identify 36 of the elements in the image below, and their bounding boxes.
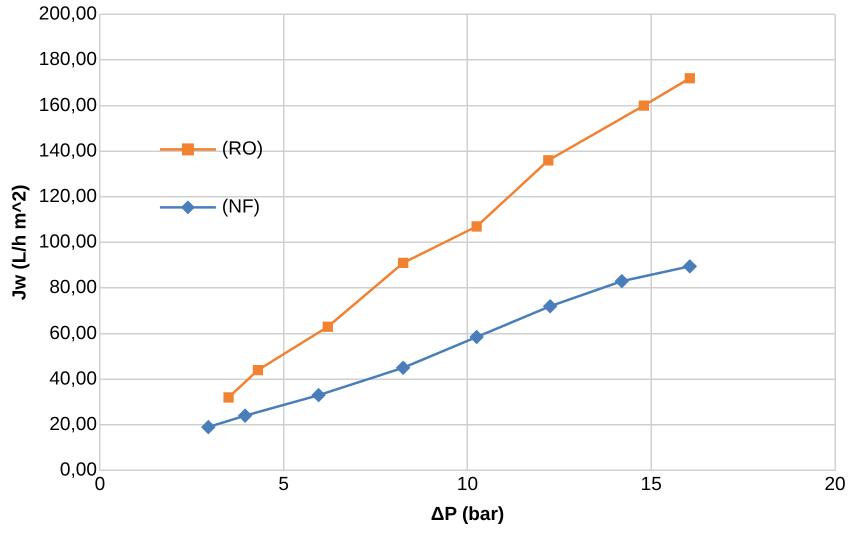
y-tick-label: 120,00 — [38, 186, 97, 208]
point — [398, 258, 408, 268]
y-tick-label: 0,00 — [60, 460, 97, 481]
point — [470, 330, 484, 344]
point — [322, 322, 333, 332]
point — [396, 361, 410, 375]
y-tick-label: 160,00 — [38, 94, 97, 116]
legend-label: (RO) — [222, 138, 264, 160]
point — [615, 274, 629, 288]
x-tick-label: 10 — [456, 474, 478, 496]
y-tick-label: 20,00 — [49, 414, 97, 436]
point — [252, 364, 264, 376]
y-tick-label: 140,00 — [38, 140, 97, 162]
point — [543, 299, 557, 313]
y-tick-label: 180,00 — [38, 49, 97, 70]
point — [223, 392, 234, 403]
y-tick-label: 100,00 — [38, 232, 97, 253]
x-tick-label: 0 — [94, 474, 106, 496]
point — [684, 73, 695, 84]
legend-label: (NF) — [222, 196, 260, 218]
y-tick-label: 60,00 — [49, 322, 97, 344]
point — [472, 221, 482, 232]
y-tick-label: 40,00 — [49, 368, 97, 390]
point — [638, 100, 650, 111]
point — [543, 155, 554, 166]
y-axis-title: Jw (L/h m^2) — [10, 184, 31, 300]
y-tick-label: 80,00 — [49, 277, 97, 298]
x-tick-label: 15 — [640, 474, 662, 496]
point — [312, 388, 326, 402]
point — [202, 420, 216, 434]
x-tick-label: 5 — [278, 474, 289, 496]
y-tick-label: 200,00 — [38, 4, 97, 25]
x-axis-title: ΔP (bar) — [430, 504, 504, 525]
x-tick-label: 20 — [824, 474, 846, 496]
point — [238, 408, 252, 422]
point — [683, 260, 697, 274]
